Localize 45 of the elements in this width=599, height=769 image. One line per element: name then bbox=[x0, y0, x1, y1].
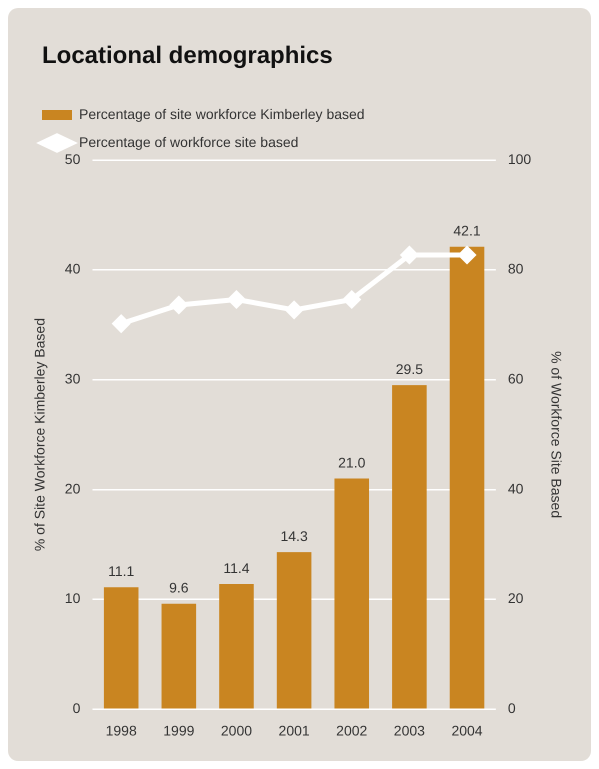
y2-axis-title: % of Workforce Site Based bbox=[548, 351, 565, 518]
data-label: 42.1 bbox=[453, 222, 481, 239]
x-tick-label: 1998 bbox=[106, 722, 137, 738]
point bbox=[170, 296, 188, 314]
bar bbox=[450, 246, 484, 708]
y-tick-label: 0 bbox=[72, 700, 81, 716]
x-tick-label: 2001 bbox=[278, 722, 310, 738]
legend-label: Percentage of workforce site based bbox=[79, 134, 298, 150]
data-label: 11.1 bbox=[108, 563, 135, 580]
x-tick-label: 2003 bbox=[394, 722, 426, 738]
bar bbox=[334, 478, 370, 708]
x-tick-label: 1999 bbox=[163, 722, 195, 738]
y2-tick-label: 40 bbox=[508, 480, 524, 496]
y2-tick-label: 0 bbox=[508, 700, 516, 716]
point bbox=[343, 290, 360, 308]
data-label: 29.5 bbox=[396, 361, 424, 378]
y2-tick-label: 80 bbox=[508, 260, 524, 277]
point bbox=[228, 290, 245, 308]
x-tick-label: 2004 bbox=[451, 722, 483, 738]
y2-tick-label: 100 bbox=[508, 150, 532, 167]
y-axis-title: % of Site Workforce Kimberley Based bbox=[31, 318, 48, 552]
data-label: 14.3 bbox=[280, 528, 308, 544]
bar bbox=[104, 587, 138, 708]
y-tick-label: 20 bbox=[64, 480, 81, 496]
point bbox=[112, 315, 130, 332]
bar bbox=[392, 385, 427, 708]
bar bbox=[276, 552, 312, 708]
point bbox=[286, 301, 303, 318]
x-tick-label: 2002 bbox=[336, 722, 368, 738]
point bbox=[458, 246, 476, 264]
x-tick-label: 2000 bbox=[220, 722, 252, 738]
y-tick-label: 40 bbox=[64, 260, 81, 277]
data-label: 9.6 bbox=[169, 580, 189, 596]
legend-label: Percentage of site workforce Kimberley based bbox=[79, 106, 365, 122]
data-label: 21.0 bbox=[338, 454, 366, 470]
y-tick-label: 10 bbox=[64, 590, 81, 606]
y2-tick-label: 60 bbox=[508, 370, 524, 387]
point bbox=[400, 246, 418, 264]
y-tick-label: 50 bbox=[64, 150, 81, 167]
y2-tick-label: 20 bbox=[508, 590, 524, 606]
data-label: 11.4 bbox=[223, 560, 250, 576]
bar bbox=[219, 584, 254, 708]
y-tick-label: 30 bbox=[64, 370, 81, 387]
chart-title: Locational demographics bbox=[41, 41, 334, 70]
bar bbox=[162, 604, 196, 708]
